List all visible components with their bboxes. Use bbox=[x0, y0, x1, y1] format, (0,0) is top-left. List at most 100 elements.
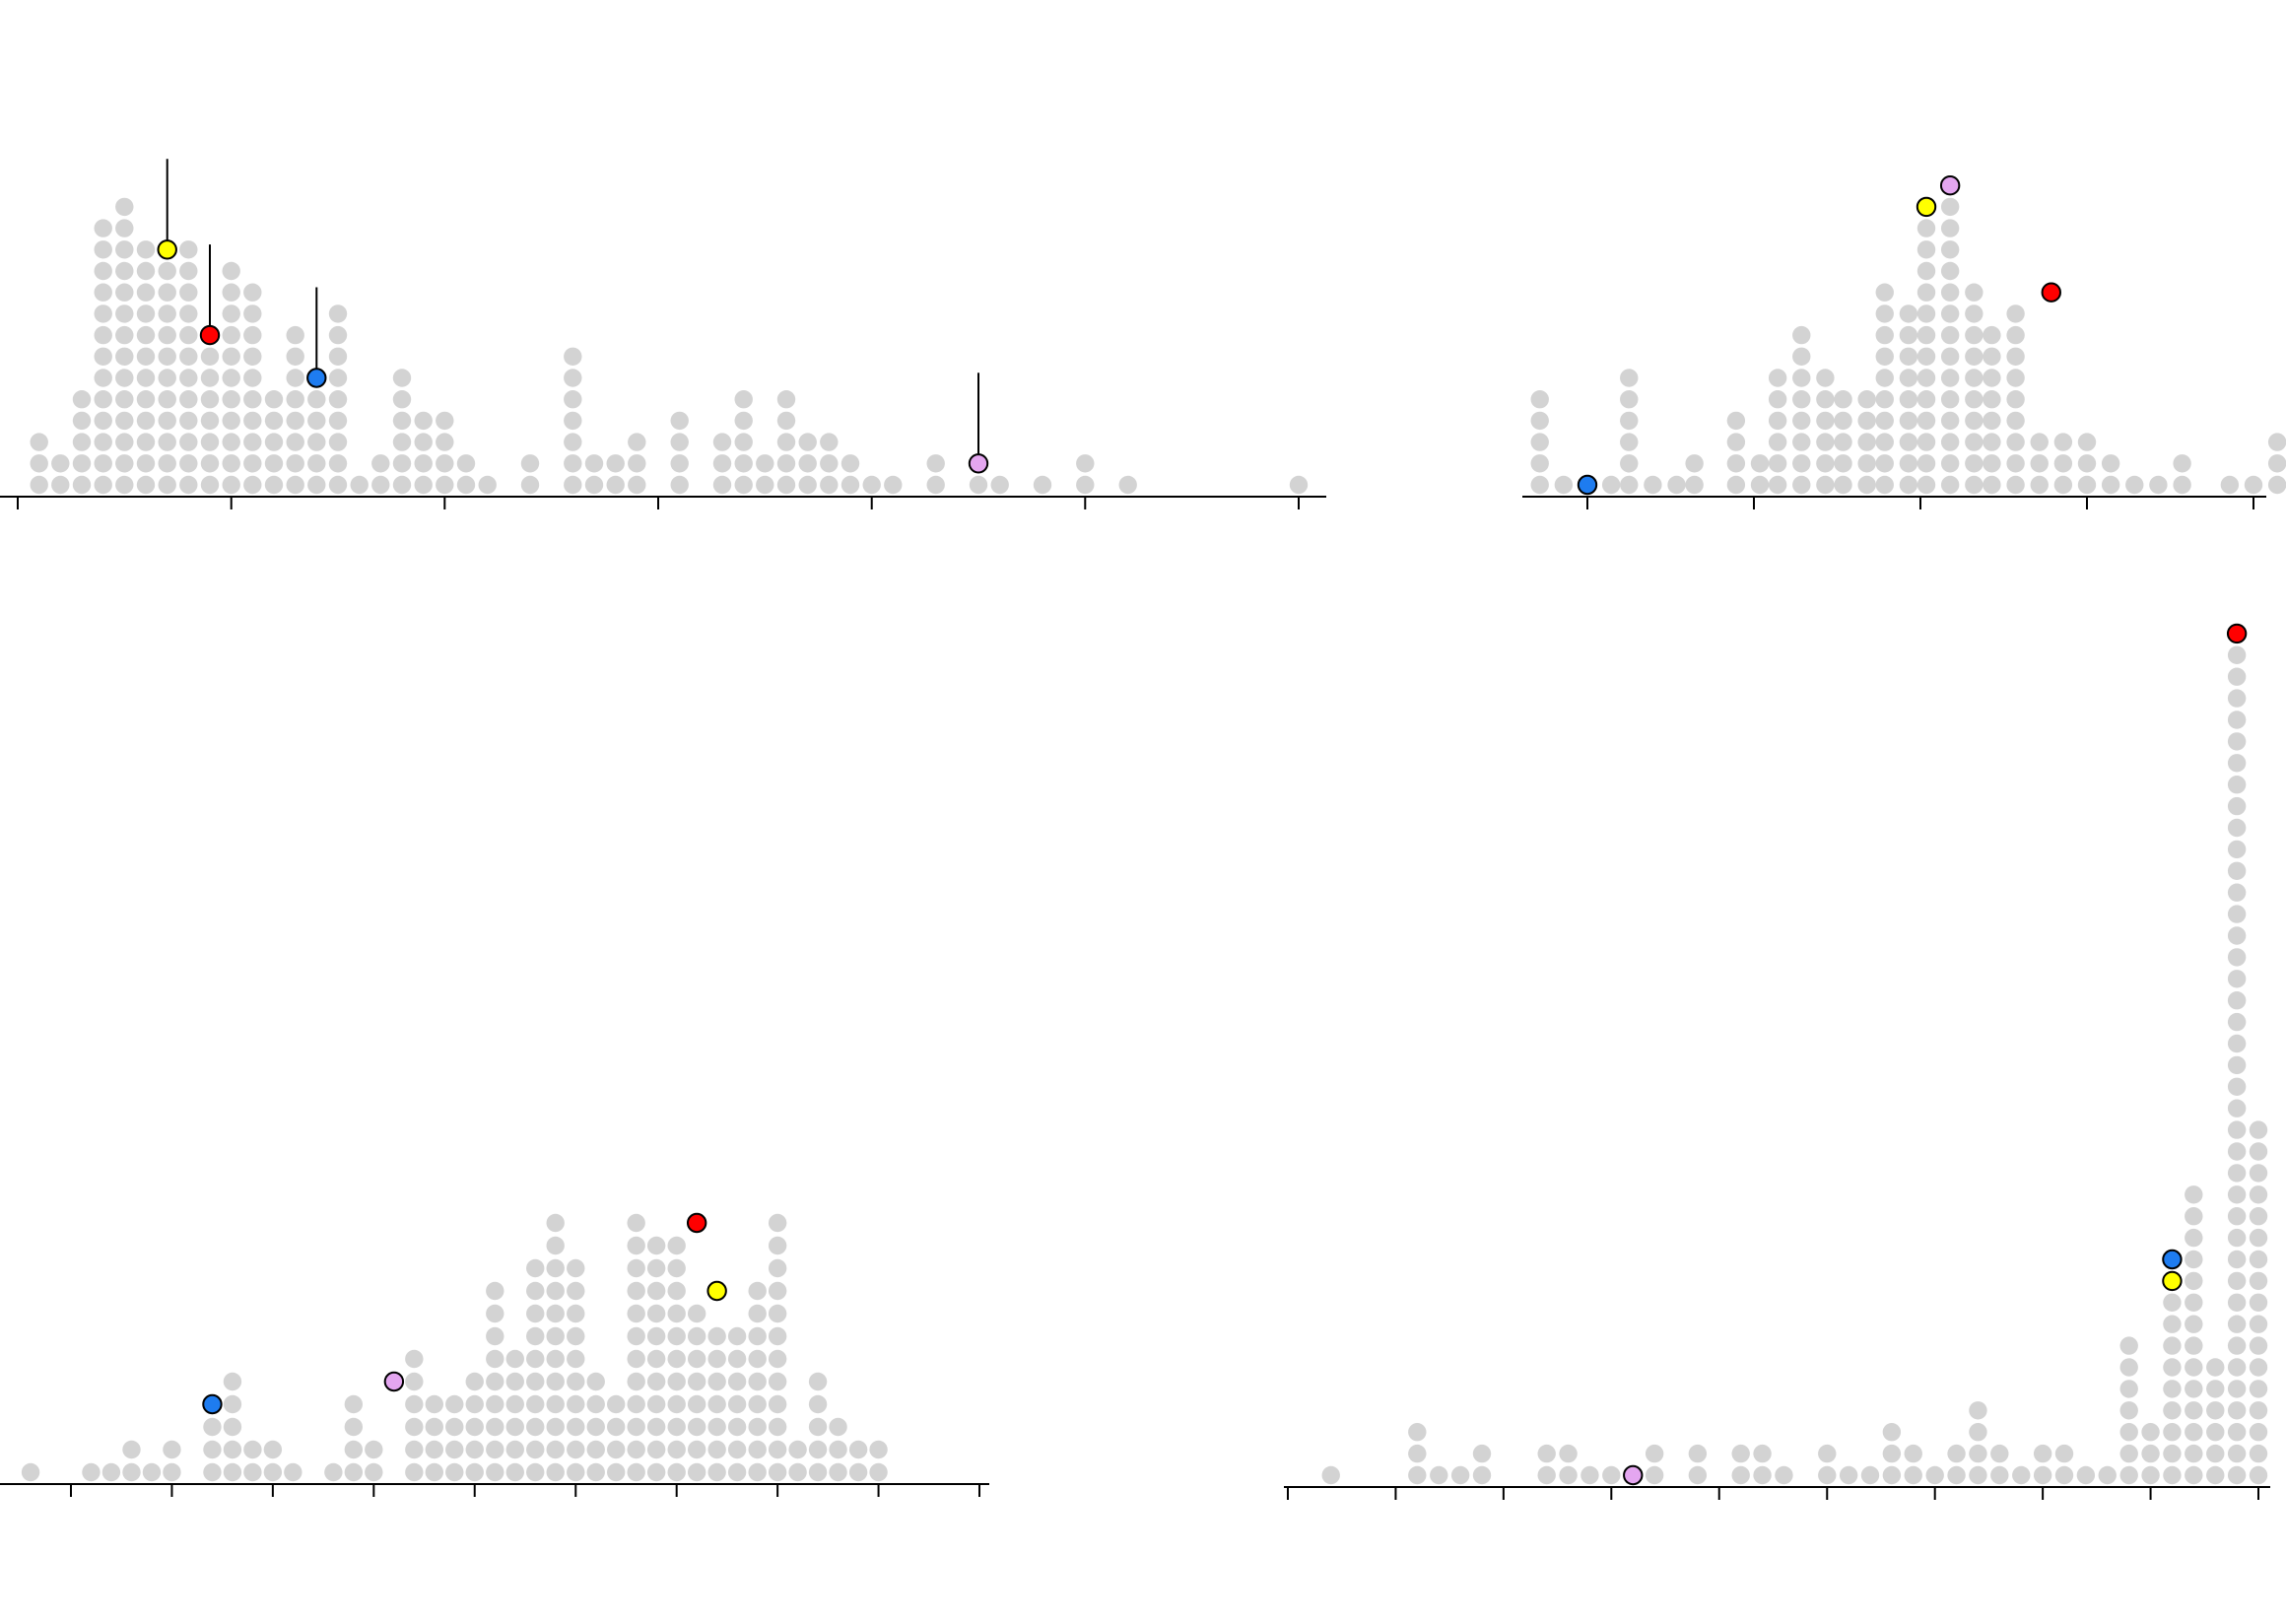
data-dot bbox=[1916, 304, 1936, 323]
data-dot bbox=[2249, 1315, 2268, 1333]
data-dot bbox=[392, 475, 412, 495]
data-dot bbox=[646, 1349, 666, 1369]
data-dot bbox=[884, 475, 903, 495]
data-dot bbox=[1818, 1444, 1837, 1463]
data-dot bbox=[505, 1417, 524, 1437]
data-dot bbox=[465, 1394, 484, 1414]
data-dot bbox=[1990, 1465, 2009, 1485]
data-dot bbox=[646, 1417, 666, 1437]
data-dot bbox=[667, 1326, 686, 1346]
data-dot bbox=[768, 1417, 787, 1437]
data-dot bbox=[1530, 411, 1549, 431]
data-dot bbox=[567, 1349, 585, 1369]
data-dot bbox=[1875, 283, 1894, 302]
data-dot bbox=[2030, 454, 2049, 473]
data-dot bbox=[627, 1417, 645, 1437]
data-dot bbox=[788, 1462, 807, 1482]
data-dot bbox=[328, 433, 348, 451]
data-dot bbox=[2163, 1336, 2182, 1355]
data-dot bbox=[748, 1349, 767, 1369]
data-dot bbox=[1983, 411, 2001, 431]
data-dot bbox=[1033, 475, 1052, 495]
data-dot bbox=[687, 1372, 706, 1391]
data-dot bbox=[627, 1258, 645, 1278]
data-dot bbox=[687, 1417, 706, 1437]
data-dot bbox=[505, 1349, 524, 1369]
data-dot bbox=[1899, 347, 1918, 366]
data-dot bbox=[1899, 390, 1918, 409]
data-dot bbox=[546, 1394, 565, 1414]
data-dot bbox=[158, 475, 176, 495]
data-dot bbox=[808, 1417, 828, 1437]
data-dot bbox=[2249, 1401, 2268, 1420]
data-dot bbox=[2185, 1250, 2203, 1269]
data-dot bbox=[2227, 948, 2247, 967]
data-dot bbox=[2244, 475, 2263, 495]
data-dot bbox=[1530, 475, 1549, 495]
data-dot bbox=[1792, 390, 1811, 409]
data-dot bbox=[392, 390, 412, 409]
data-dot bbox=[72, 433, 92, 451]
data-dot bbox=[1916, 454, 1936, 473]
data-dot bbox=[1940, 304, 1960, 323]
data-dot bbox=[2249, 1164, 2268, 1183]
data-dot bbox=[1834, 454, 1852, 473]
data-dot bbox=[136, 475, 156, 495]
data-dot bbox=[2227, 818, 2247, 838]
data-dot bbox=[1559, 1444, 1578, 1463]
data-dot bbox=[158, 304, 176, 323]
data-dot bbox=[344, 1440, 364, 1459]
data-dot bbox=[1857, 390, 1876, 409]
data-dot bbox=[1839, 1465, 1858, 1485]
data-dot bbox=[94, 347, 112, 366]
data-dot bbox=[546, 1417, 565, 1437]
data-dot bbox=[486, 1326, 504, 1346]
data-dot bbox=[179, 390, 198, 409]
data-dot bbox=[486, 1417, 504, 1437]
data-dot bbox=[869, 1462, 888, 1482]
data-dot bbox=[2098, 1465, 2117, 1485]
data-dot bbox=[1430, 1465, 1448, 1485]
highlight-dot bbox=[2226, 623, 2248, 644]
data-dot bbox=[115, 347, 134, 366]
data-dot bbox=[2053, 475, 2073, 495]
data-dot bbox=[94, 369, 112, 387]
data-dot bbox=[2077, 454, 2097, 473]
data-dot bbox=[222, 347, 240, 366]
data-dot bbox=[2163, 1380, 2182, 1398]
data-dot bbox=[505, 1462, 524, 1482]
data-dot bbox=[243, 347, 262, 366]
data-dot bbox=[1530, 390, 1549, 409]
data-dot bbox=[1857, 411, 1876, 431]
data-dot bbox=[1768, 475, 1787, 495]
data-dot bbox=[546, 1281, 565, 1301]
data-dot bbox=[1834, 411, 1852, 431]
highlight-dot bbox=[202, 1393, 223, 1415]
data-dot bbox=[687, 1440, 706, 1459]
data-dot bbox=[2227, 689, 2247, 708]
data-dot bbox=[788, 1440, 807, 1459]
data-dot bbox=[2227, 1380, 2247, 1398]
data-dot bbox=[646, 1462, 666, 1482]
data-dot bbox=[122, 1462, 141, 1482]
data-dot bbox=[2101, 454, 2120, 473]
data-dot bbox=[158, 283, 176, 302]
data-dot bbox=[445, 1440, 464, 1459]
data-dot bbox=[1726, 433, 1746, 451]
data-dot bbox=[707, 1349, 726, 1369]
data-dot bbox=[2227, 970, 2247, 988]
data-dot bbox=[2141, 1444, 2160, 1463]
data-dot bbox=[798, 433, 817, 451]
data-dot bbox=[1965, 325, 1983, 345]
data-dot bbox=[1750, 454, 1770, 473]
data-dot bbox=[243, 454, 262, 473]
data-dot bbox=[829, 1417, 847, 1437]
data-dot bbox=[264, 390, 284, 409]
data-dot bbox=[414, 433, 433, 451]
data-dot bbox=[243, 283, 262, 302]
data-dot bbox=[627, 1394, 645, 1414]
data-dot bbox=[263, 1440, 283, 1459]
data-dot bbox=[243, 411, 262, 431]
data-dot bbox=[222, 475, 240, 495]
data-dot bbox=[2227, 1228, 2247, 1248]
